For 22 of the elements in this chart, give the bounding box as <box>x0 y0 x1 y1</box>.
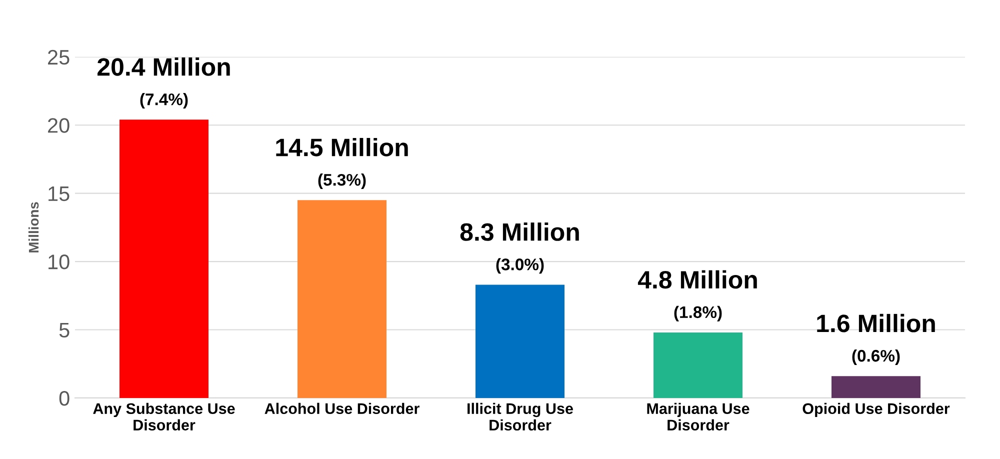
y-tick-label: 25 <box>48 50 70 65</box>
data-label: 1.6 Million (0.6%) <box>817 314 935 366</box>
y-tick-label: 0 <box>59 390 70 406</box>
x-tick-label: Marijuana Use Disorder <box>647 402 750 430</box>
x-tick-label: Alcohol Use Disorder <box>264 402 420 414</box>
data-label: 4.8 Million (1.8%) <box>638 270 757 322</box>
data-label: 20.4 Million (7.4%) <box>97 57 230 109</box>
y-tick-label: 5 <box>59 322 70 338</box>
y-tick-label: 20 <box>48 118 70 133</box>
y-axis-title: Millions <box>28 202 39 252</box>
bar <box>298 200 386 398</box>
x-tick-label: Any Substance Use Disorder <box>93 402 235 430</box>
data-label: 14.5 Million (5.3%) <box>276 138 408 190</box>
x-tick-label: Illicit Drug Use Disorder <box>468 402 573 431</box>
data-label: 8.3 Million (3.0%) <box>460 222 579 274</box>
bar <box>120 120 208 398</box>
bar <box>476 284 564 398</box>
x-tick-label: Opioid Use Disorder <box>802 402 950 418</box>
bar <box>654 332 742 398</box>
bar <box>832 376 920 398</box>
y-tick-label: 10 <box>48 254 70 270</box>
y-tick-label: 15 <box>48 186 70 202</box>
